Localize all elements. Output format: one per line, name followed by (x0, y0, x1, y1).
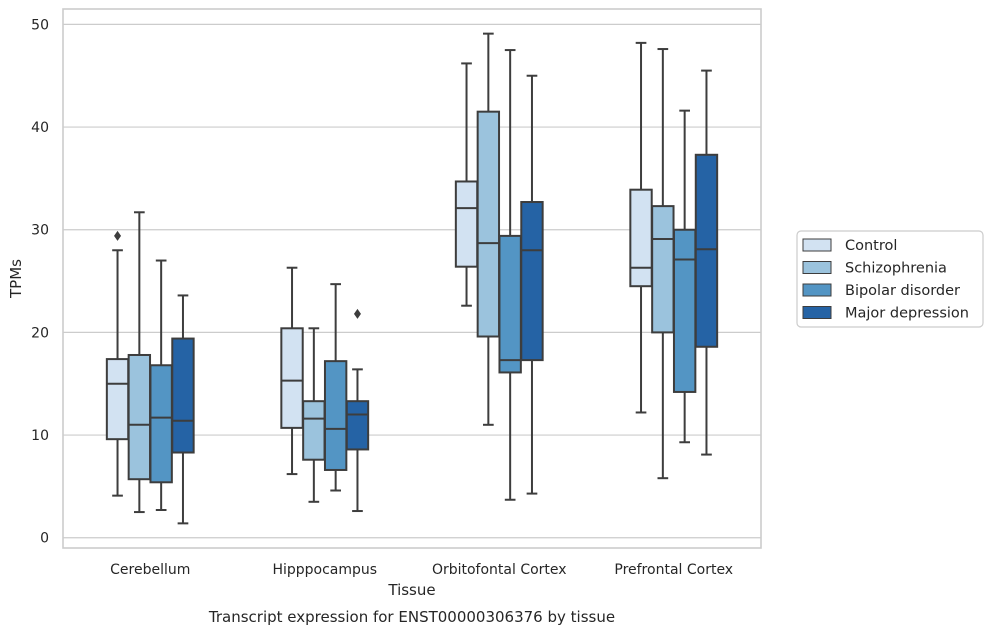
box (629, 188, 653, 288)
box-group (454, 32, 544, 501)
box-group (105, 211, 195, 525)
legend-label: Major depression (845, 306, 969, 322)
x-axis-label: Tissue (387, 581, 435, 599)
legend-swatch (802, 261, 832, 274)
x-tick-label: Orbitofontal Cortex (432, 562, 567, 578)
box-group (280, 266, 370, 513)
box (694, 153, 719, 348)
legend-swatch (802, 283, 832, 297)
box (672, 228, 697, 393)
box-group (629, 41, 719, 480)
y-axis-ticks: 0 10 20 30 40 50 (31, 17, 49, 546)
y-tick-label: 0 (40, 531, 49, 547)
x-tick-label: Hipppocampus (272, 562, 377, 578)
legend-swatch (802, 238, 832, 252)
box (127, 353, 152, 481)
y-tick-label: 40 (31, 120, 49, 136)
box (149, 364, 173, 484)
box (105, 358, 130, 441)
y-axis-label: TPMs (7, 259, 25, 299)
y-tick-label: 20 (31, 325, 49, 341)
box-groups (105, 32, 719, 525)
y-tick-label: 30 (31, 223, 49, 239)
box (302, 400, 326, 461)
x-tick-label: Prefrontal Cortex (614, 562, 733, 578)
legend-label: Schizophrenia (845, 261, 947, 277)
box (345, 400, 370, 451)
outlier-point (114, 230, 122, 241)
box (323, 360, 348, 471)
legend: Control Schizophrenia Bipolar disorder Majo… (796, 230, 984, 328)
legend-frame (796, 230, 984, 328)
box (171, 337, 195, 454)
box (280, 327, 304, 429)
plot-frame (62, 8, 762, 549)
box (651, 205, 675, 334)
box (520, 201, 544, 362)
box (476, 110, 501, 338)
outlier-point (353, 308, 361, 319)
y-tick-label: 10 (31, 428, 49, 444)
box (498, 234, 522, 374)
x-axis-ticks: Cerebellum Hipppocampus Orbitofontal Corte… (110, 562, 733, 578)
chart-caption: Transcript expression for ENST0000030637… (208, 608, 615, 626)
x-tick-label: Cerebellum (110, 562, 190, 578)
legend-swatch (802, 306, 832, 319)
box (454, 180, 479, 268)
y-tick-label: 50 (31, 17, 49, 33)
legend-label: Bipolar disorder (845, 283, 960, 299)
legend-label: Control (845, 238, 897, 254)
